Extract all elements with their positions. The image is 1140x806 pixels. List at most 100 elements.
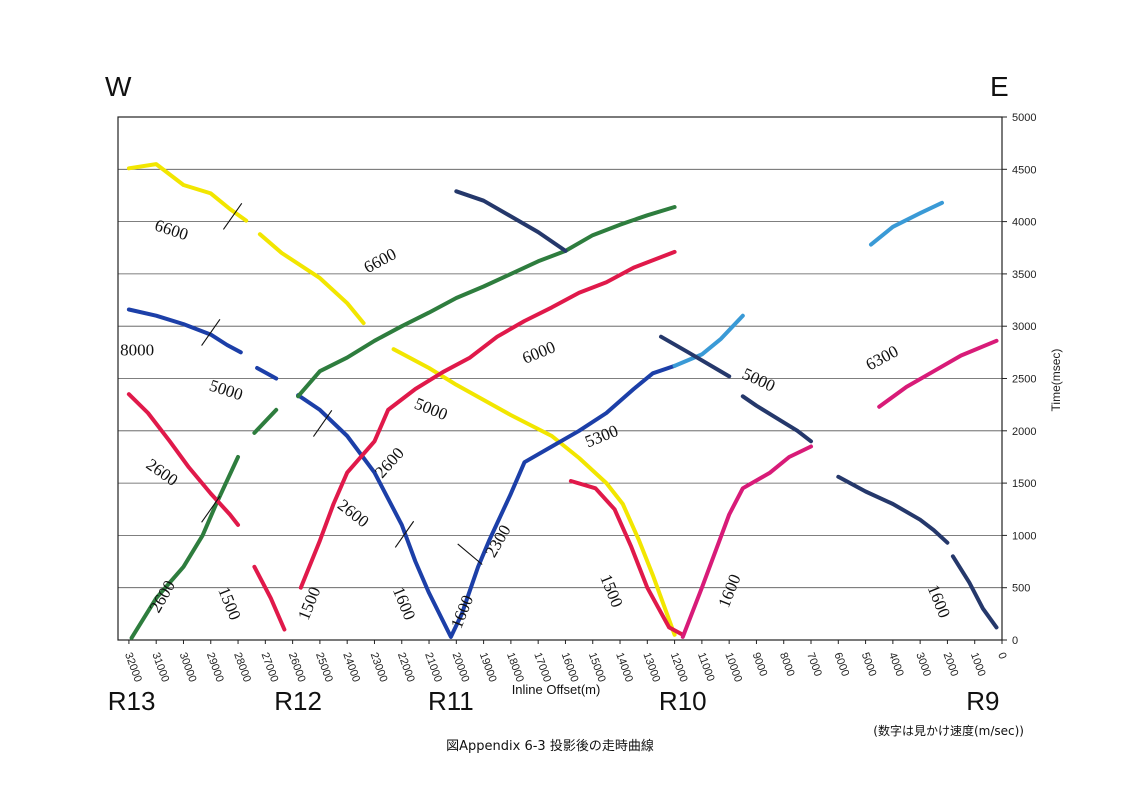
x-tick-label: 4000	[886, 651, 906, 678]
x-tick-label: 29000	[204, 651, 226, 684]
velocity-label-13: 2300	[481, 522, 514, 561]
series-5-segment-0	[680, 444, 813, 639]
x-tick-label: 32000	[122, 651, 144, 684]
velocity-label-14: 6000	[520, 337, 559, 367]
series-7	[869, 200, 944, 247]
station-label-r12: R12	[274, 686, 322, 716]
y-axis-label: Time(msec)	[1049, 349, 1063, 412]
x-tick-label: 19000	[477, 651, 499, 684]
velocity-label-19: 6300	[863, 342, 902, 375]
series-1-segment-1	[255, 366, 279, 381]
series-5-segment-1	[877, 338, 999, 409]
series-6-segment-3	[836, 474, 950, 545]
east-label: E	[990, 71, 1009, 102]
x-tick-label: 10000	[722, 651, 744, 684]
x-tick-label: 28000	[231, 651, 253, 684]
series-1-segment-0	[126, 307, 243, 355]
y-tick-label: 500	[1012, 583, 1030, 595]
velocity-label-5: 1500	[214, 584, 244, 623]
series-6-segment-0	[454, 189, 568, 253]
velocity-label-18: 5000	[739, 364, 778, 396]
y-tick-label: 4500	[1012, 164, 1036, 176]
series-1-segment-2	[296, 363, 677, 639]
break-mark-0	[222, 202, 243, 230]
velocity-label-2: 5000	[207, 376, 245, 405]
x-tick-label: 26000	[286, 651, 308, 684]
velocity-note: (数字は見かけ速度(m/sec))	[873, 723, 1024, 738]
x-tick-label: 16000	[559, 651, 581, 684]
series-3-segment-0	[129, 455, 240, 640]
series-4-segment-3	[568, 479, 685, 637]
x-tick-label: 6000	[831, 651, 851, 678]
x-tick-label: 11000	[695, 651, 716, 683]
velocity-label-4: 2600	[146, 577, 179, 616]
velocity-label-16: 1500	[596, 572, 626, 611]
velocity-label-1: 8000	[120, 340, 154, 359]
series-6-segment-4	[950, 554, 999, 630]
series-4-segment-0	[126, 392, 240, 527]
y-tick-label: 3500	[1012, 269, 1036, 281]
x-tick-label: 17000	[531, 651, 553, 684]
x-tick-label: 5000	[859, 651, 879, 678]
velocity-label-11: 1600	[389, 584, 419, 623]
break-mark-1	[201, 319, 221, 346]
velocity-label-7: 1500	[294, 584, 324, 623]
station-label-r11: R11	[428, 686, 474, 716]
x-tick-label: 25000	[313, 651, 335, 684]
x-tick-label: 7000	[804, 651, 824, 678]
station-label-r13: R13	[108, 686, 156, 716]
series-4-segment-1	[252, 564, 287, 632]
break-mark-2	[313, 410, 333, 437]
station-label-r10: R10	[659, 686, 707, 716]
x-tick-label: 21000	[422, 651, 444, 684]
y-tick-label: 2000	[1012, 426, 1036, 438]
series-6	[454, 189, 999, 630]
station-label-r9: R9	[966, 686, 999, 716]
break-mark-3	[201, 495, 221, 523]
y-tick-labels: 0 500 1000 1500 2000 2500 3000 3500 4000 4500 5000	[1002, 112, 1036, 647]
break-mark-4	[394, 520, 415, 548]
series-1	[126, 307, 677, 639]
y-tick-label: 5000	[1012, 112, 1036, 124]
grid-lines	[118, 168, 1002, 589]
series-0-segment-1	[257, 232, 366, 326]
series-3-segment-1	[252, 407, 279, 435]
x-tick-label: 23000	[368, 651, 390, 684]
x-tick-label: 24000	[340, 651, 362, 684]
x-tick-label: 27000	[259, 651, 281, 684]
y-tick-label: 3000	[1012, 321, 1036, 333]
x-tick-label: 3000	[913, 651, 933, 678]
x-tick-label: 20000	[450, 651, 472, 684]
x-tick-labels: 32000 31000 30000 29000 28000 27000 26000 25000…	[122, 640, 1009, 684]
x-tick-label: 14000	[613, 651, 635, 684]
x-tick-label: 9000	[750, 651, 770, 678]
series-5	[680, 338, 999, 639]
series-2-segment-0	[672, 313, 745, 368]
velocity-label-8: 2600	[334, 495, 372, 531]
figure-caption: 図Appendix 6-3 投影後の走時曲線	[446, 738, 654, 754]
velocity-label-3: 2600	[143, 455, 182, 490]
y-tick-label: 2500	[1012, 374, 1036, 386]
series-6-segment-1	[659, 334, 732, 379]
series-0-segment-0	[126, 162, 249, 223]
break-mark-5	[457, 543, 483, 565]
x-tick-label: 1000	[968, 651, 988, 678]
series-2	[672, 313, 745, 368]
series-4	[126, 249, 685, 637]
west-label: W	[105, 71, 132, 102]
velocity-label-12: 1600	[447, 592, 477, 631]
x-tick-label: 0	[995, 651, 1008, 661]
x-tick-label: 30000	[177, 651, 199, 684]
break-marks-layer	[201, 202, 483, 565]
y-tick-label: 1500	[1012, 478, 1036, 490]
x-axis-label: Inline Offset(m)	[512, 682, 601, 697]
velocity-label-17: 1600	[714, 572, 744, 611]
velocity-label-0: 6600	[152, 216, 190, 245]
y-tick-label: 1000	[1012, 530, 1036, 542]
velocity-label-10: 5000	[412, 394, 451, 424]
x-tick-label: 15000	[586, 651, 608, 684]
velocity-label-6: 6600	[361, 244, 400, 277]
x-tick-label: 12000	[668, 651, 690, 684]
